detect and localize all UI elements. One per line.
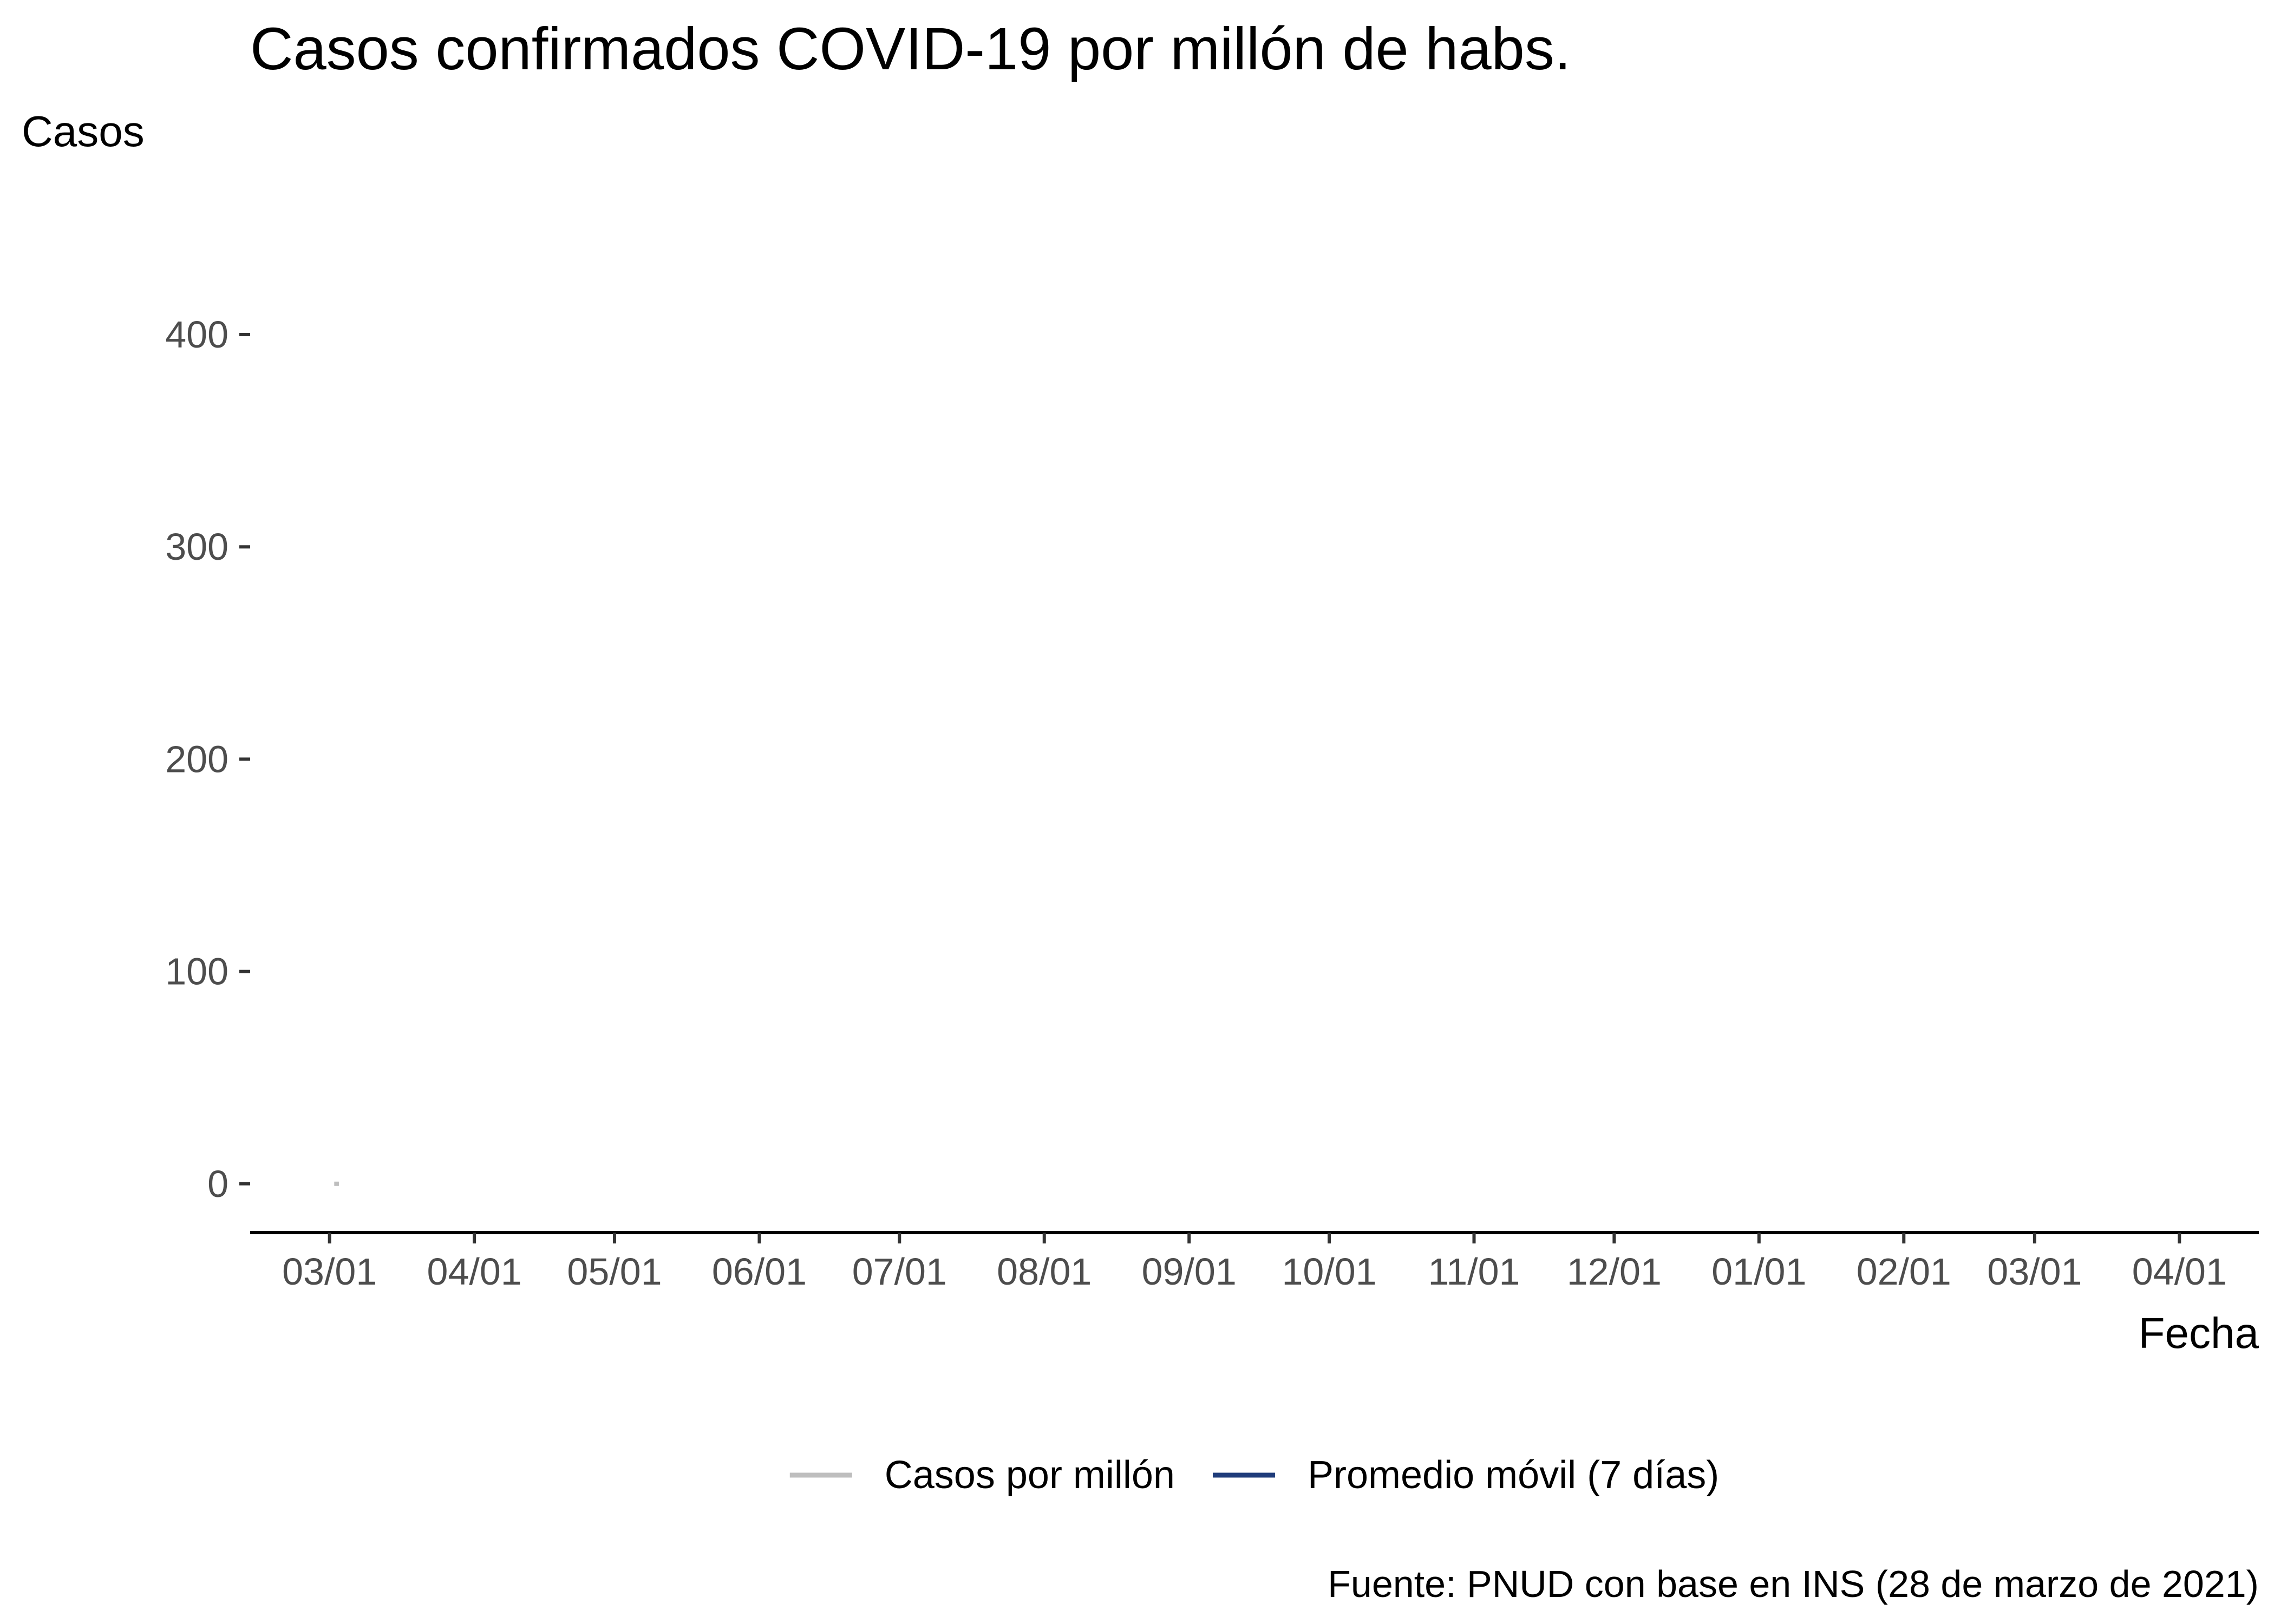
x-tick-label: 10/01 — [1282, 1250, 1376, 1293]
chart-caption: Fuente: PNUD con base en INS (28 de marz… — [1328, 1563, 2259, 1605]
x-tick-label: 12/01 — [1567, 1250, 1662, 1293]
y-tick-label: 300 — [165, 526, 228, 568]
y-tick-label: 0 — [207, 1163, 228, 1205]
x-tick-label: 03/01 — [1987, 1250, 2082, 1293]
y-tick-label: 400 — [165, 313, 228, 356]
x-tick-label: 07/01 — [852, 1250, 947, 1293]
x-axis-title: Fecha — [2139, 1309, 2259, 1357]
x-tick-label: 05/01 — [567, 1250, 662, 1293]
x-tick-label: 01/01 — [1711, 1250, 1806, 1293]
x-tick-label: 11/01 — [1428, 1250, 1520, 1293]
legend-label: Casos por millón — [885, 1453, 1175, 1497]
x-tick-label: 04/01 — [2132, 1250, 2227, 1293]
legend-item: Promedio móvil (7 días) — [1212, 1453, 1719, 1497]
legend: Casos por millón Promedio móvil (7 días) — [789, 1453, 1719, 1497]
legend-label: Promedio móvil (7 días) — [1308, 1453, 1719, 1497]
x-axis: 03/01 04/01 05/01 06/01 07/01 08/01 09/01 10/01… — [282, 1233, 2227, 1293]
legend-item: Casos por millón — [789, 1453, 1175, 1497]
x-tick-label: 02/01 — [1857, 1250, 1951, 1293]
y-axis: 0 100 200 300 400 — [165, 313, 250, 1205]
chart-title: Casos confirmados COVID-19 por millón de… — [250, 16, 1571, 82]
y-tick-label: 200 — [165, 738, 228, 780]
x-tick-label: 06/01 — [712, 1250, 807, 1293]
y-tick-label: 100 — [165, 951, 228, 993]
y-axis-title: Casos — [22, 107, 145, 155]
x-tick-label: 03/01 — [282, 1250, 377, 1293]
x-tick-label: 04/01 — [427, 1250, 522, 1293]
x-tick-label: 08/01 — [997, 1250, 1092, 1293]
x-tick-label: 09/01 — [1142, 1250, 1237, 1293]
